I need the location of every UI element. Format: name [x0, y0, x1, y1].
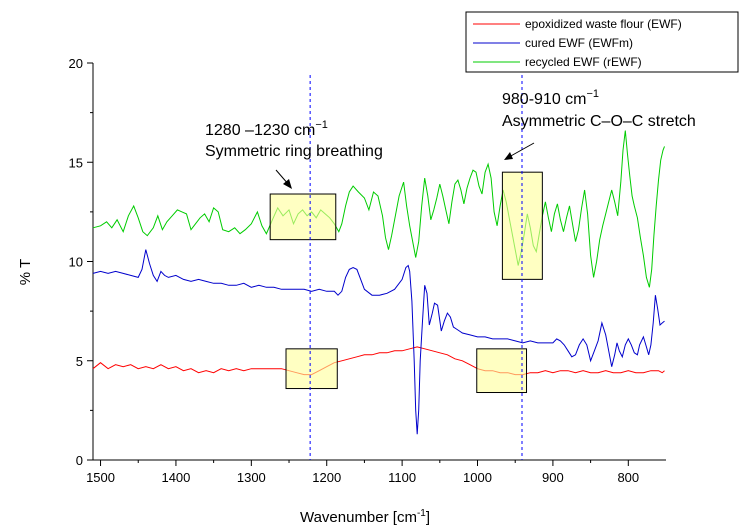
legend-label-rewf: recycled EWF (rEWF) — [525, 55, 642, 69]
annotation-ring-breathing-line1: 1280 –1230 cm−1 — [205, 119, 328, 139]
y-tick-label: 5 — [76, 354, 83, 369]
series-line-rewf — [92, 130, 665, 288]
x-tick-label: 800 — [617, 470, 639, 485]
y-axis: 0 5 10 15 20 — [69, 56, 94, 468]
x-tick-label: 1300 — [237, 470, 266, 485]
x-tick-label: 900 — [542, 470, 564, 485]
annotation-ring-breathing-line2: Symmetric ring breathing — [205, 143, 383, 160]
x-axis: 1500 1400 1300 1200 1100 1000 900 800 — [86, 459, 666, 485]
legend-label-ewfm: cured EWF (EWFm) — [525, 36, 633, 50]
arrow-coc-stretch — [504, 142, 535, 160]
annotation-coc-stretch-line2: Asymmetric C–O–C stretch — [502, 113, 696, 130]
annotation-ring-breathing: 1280 –1230 cm−1 Symmetric ring breathing — [205, 119, 383, 160]
x-tick-label: 1000 — [463, 470, 492, 485]
highlight-box-1 — [269, 193, 337, 241]
x-tick-label: 1500 — [86, 470, 115, 485]
legend-label-ewf: epoxidized waste flour (EWF) — [525, 17, 682, 31]
highlight-box-3 — [285, 348, 338, 390]
annotation-coc-stretch: 980-910 cm−1 Asymmetric C–O–C stretch — [502, 88, 696, 130]
y-tick-label: 0 — [76, 453, 83, 468]
series-line-ewf — [92, 346, 665, 376]
arrow-ring-breathing — [275, 169, 292, 189]
x-tick-label: 1200 — [312, 470, 341, 485]
y-axis-title: % T — [17, 259, 34, 285]
x-tick-label: 1100 — [388, 470, 416, 485]
y-tick-label: 10 — [69, 255, 83, 270]
series-line-ewfm — [92, 249, 665, 435]
series-layer — [92, 130, 665, 435]
y-tick-label: 15 — [69, 155, 83, 170]
highlight-box-4 — [476, 348, 528, 394]
x-axis-title: Wavenumber [cm-1] — [300, 508, 430, 526]
x-tick-label: 1400 — [161, 470, 190, 485]
y-tick-label: 20 — [69, 56, 83, 71]
overlay-layer — [269, 75, 543, 460]
legend: epoxidized waste flour (EWF) cured EWF (… — [465, 11, 739, 73]
annotation-coc-stretch-line1: 980-910 cm−1 — [502, 88, 599, 108]
